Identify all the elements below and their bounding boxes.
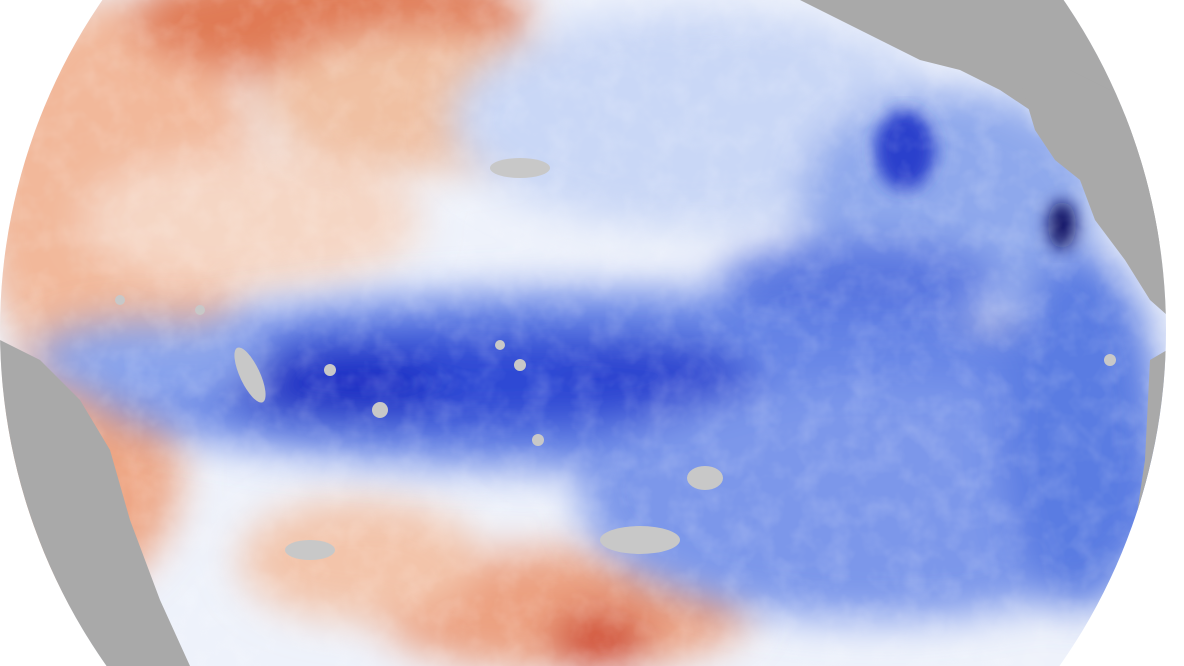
land-central-america bbox=[1020, 70, 1166, 330]
land-north-america bbox=[800, 0, 1166, 250]
no-data-islands bbox=[115, 158, 1116, 560]
